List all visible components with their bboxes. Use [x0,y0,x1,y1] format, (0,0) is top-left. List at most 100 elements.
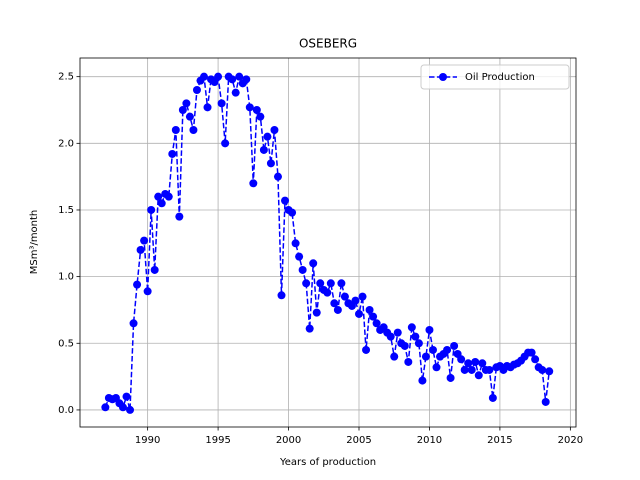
data-point [126,405,135,414]
y-tick-label: 1.5 [58,205,74,216]
data-point [323,288,332,297]
data-point [400,341,409,350]
data-point [309,259,318,268]
data-point [330,299,339,308]
data-point [446,373,455,382]
data-point [326,279,335,288]
data-point [133,280,142,289]
data-point [228,75,237,84]
data-point [351,296,360,305]
legend-label: Oil Production [465,72,535,83]
data-point [295,252,304,261]
data-point [432,363,441,372]
data-point [147,205,156,214]
x-tick-label: 1990 [135,435,160,446]
data-point [302,279,311,288]
data-point [390,352,399,361]
y-tick-label: 2.0 [58,138,74,149]
data-point [273,172,282,181]
data-point [425,325,434,334]
data-point [467,365,476,374]
plot-frame [79,57,577,428]
data-point [182,99,191,108]
x-tick-label: 2020 [558,435,583,446]
data-point [171,125,180,134]
data-point [235,72,244,81]
data-point [249,179,258,188]
data-point [175,212,184,221]
data-point [157,199,166,208]
data-point [541,397,550,406]
data-point [485,365,494,374]
data-point [316,279,325,288]
data-point [168,149,177,158]
data-point [333,305,342,314]
data-point [450,341,459,350]
data-point [464,359,473,368]
data-point [231,88,240,97]
y-axis-label: MSm³/month [29,210,40,275]
data-point [140,236,149,245]
data-point [407,323,416,332]
data-point [118,403,127,412]
data-point [221,139,230,148]
data-point [281,196,290,205]
data-point [143,287,152,296]
data-point [478,359,487,368]
data-point [129,319,138,328]
data-point [312,308,321,317]
data-point [136,245,145,254]
data-point [471,357,480,366]
data-point [457,355,466,364]
data-point [538,365,547,374]
data-point [337,279,346,288]
y-tick-label: 2.5 [58,72,74,83]
y-tick-label: 0.5 [58,338,74,349]
data-point [214,72,223,81]
data-point [460,365,469,374]
data-point [418,376,427,385]
data-point [531,355,540,364]
data-point [414,339,423,348]
data-point [200,72,208,81]
data-point [256,112,265,121]
data-point [393,328,402,337]
data-point [217,99,226,108]
data-point [288,208,297,217]
data-point [164,192,173,201]
x-tick-label: 2000 [276,435,301,446]
x-tick-label: 1995 [205,435,230,446]
legend-box [420,64,570,90]
x-axis-label: Years of production [279,457,376,468]
chart-title: OSEBERG [299,37,357,51]
data-point [178,105,187,114]
data-point [474,371,483,380]
data-point [270,125,279,134]
data-point [259,145,268,154]
data-point [386,332,395,341]
data-point [358,292,367,301]
data-point [266,159,275,168]
data-point [192,85,201,94]
x-tick-label: 2010 [417,435,442,446]
data-point [443,345,452,354]
data-point [488,393,497,402]
x-tick-label: 2015 [487,435,512,446]
data-point [305,324,314,333]
y-tick-label: 0.0 [58,405,74,416]
x-tick-label: 2005 [346,435,371,446]
data-point [340,292,349,301]
data-point [527,348,536,357]
data-point [189,125,198,134]
data-point [421,352,430,361]
data-point [545,367,554,376]
data-point [355,309,363,318]
data-point [362,345,371,354]
data-point [365,305,374,314]
data-point [150,265,159,274]
data-point [245,103,254,112]
data-point [428,345,437,354]
data-point [277,291,286,300]
data-point [185,112,194,121]
